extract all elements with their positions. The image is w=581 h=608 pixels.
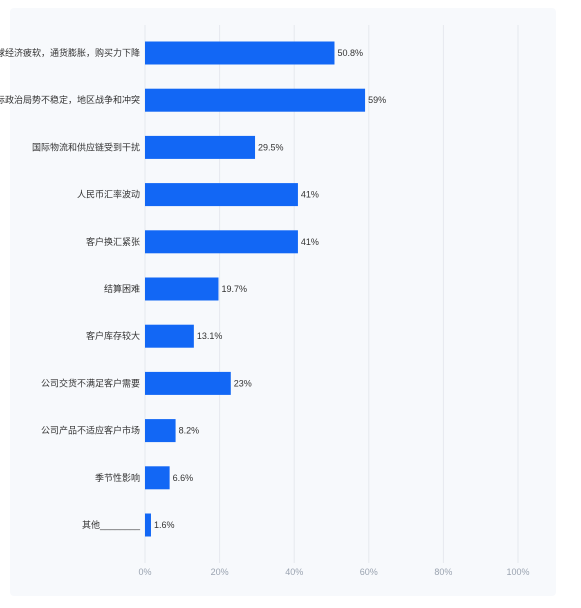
value-label: 13.1% bbox=[197, 331, 223, 341]
value-label: 41% bbox=[301, 237, 319, 247]
bar bbox=[145, 88, 366, 112]
category-label: 人民币汇率波动 bbox=[77, 189, 140, 200]
bar bbox=[145, 324, 194, 348]
bar bbox=[145, 135, 256, 159]
value-label: 8.2% bbox=[179, 426, 200, 436]
bar bbox=[145, 419, 176, 443]
category-label: 国际政治局势不稳定，地区战争和冲突 bbox=[0, 94, 140, 105]
value-label: 23% bbox=[234, 378, 252, 388]
bar bbox=[145, 371, 231, 395]
x-tick-label: 60% bbox=[360, 567, 378, 577]
category-label: 全球经济疲软，通货膨胀，购买力下降 bbox=[0, 47, 140, 58]
value-label: 41% bbox=[301, 190, 319, 200]
category-label: 客户库存较大 bbox=[86, 330, 140, 341]
value-label: 19.7% bbox=[221, 284, 247, 294]
value-label: 29.5% bbox=[258, 142, 284, 152]
value-label: 6.6% bbox=[173, 473, 194, 483]
x-tick-label: 80% bbox=[434, 567, 452, 577]
value-label: 1.6% bbox=[154, 520, 175, 530]
category-label: 结算困难 bbox=[104, 283, 140, 294]
bar bbox=[145, 230, 298, 254]
category-label: 公司交货不满足客户需要 bbox=[41, 377, 140, 388]
x-tick-label: 40% bbox=[285, 567, 303, 577]
category-label: 季节性影响 bbox=[95, 472, 140, 483]
value-label: 59% bbox=[368, 95, 386, 105]
x-tick-label: 20% bbox=[211, 567, 229, 577]
category-label: 国际物流和供应链受到干扰 bbox=[32, 141, 140, 152]
bar bbox=[145, 277, 219, 301]
category-label: 其他________ bbox=[82, 519, 141, 530]
value-label: 50.8% bbox=[337, 48, 363, 58]
bar bbox=[145, 466, 170, 490]
bar bbox=[145, 41, 335, 65]
x-tick-label: 0% bbox=[138, 567, 151, 577]
x-tick-label: 100% bbox=[506, 567, 529, 577]
bar bbox=[145, 183, 298, 207]
category-label: 客户换汇紧张 bbox=[86, 236, 140, 247]
bar bbox=[145, 513, 151, 537]
category-label: 公司产品不适应客户市场 bbox=[41, 425, 140, 436]
